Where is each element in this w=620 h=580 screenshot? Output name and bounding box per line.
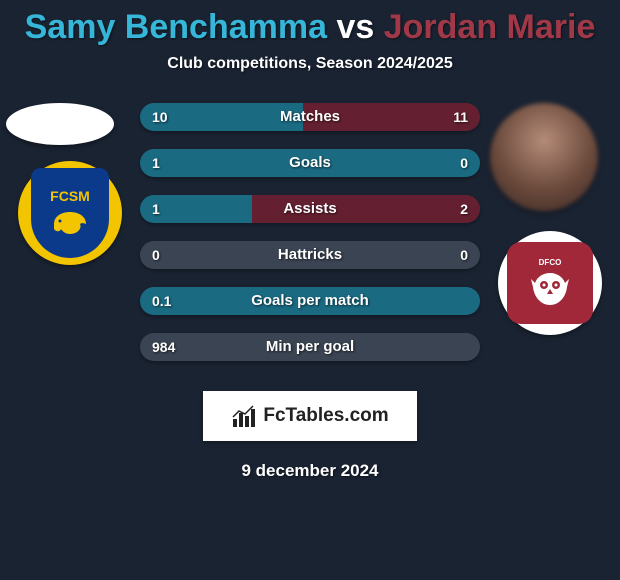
subtitle: Club competitions, Season 2024/2025 <box>0 55 620 73</box>
stat-value-right: 0 <box>460 149 468 177</box>
stat-row: 984Min per goal <box>140 333 480 361</box>
brand-text: FcTables.com <box>263 405 388 427</box>
club-right-text: DFCO <box>539 258 562 267</box>
stat-row: 0Hattricks0 <box>140 241 480 269</box>
stat-rows: 10Matches111Goals01Assists20Hattricks00.… <box>140 103 480 379</box>
stat-row: 1Assists2 <box>140 195 480 223</box>
player1-club-badge: FCSM <box>18 161 122 265</box>
player1-avatar <box>6 103 114 145</box>
lion-icon <box>48 208 92 238</box>
player1-name: Samy Benchamma <box>25 8 327 46</box>
comparison-area: FCSM DFCO 10Matches111Goals01Assists20Ha… <box>0 103 620 383</box>
stat-label: Min per goal <box>140 333 480 361</box>
player2-avatar <box>490 103 598 211</box>
vs-text: vs <box>336 8 374 46</box>
player2-club-badge: DFCO <box>498 231 602 335</box>
brand-box: FcTables.com <box>203 391 417 441</box>
stat-label: Hattricks <box>140 241 480 269</box>
club-badge-dfco: DFCO <box>507 242 593 324</box>
stat-label: Matches <box>140 103 480 131</box>
stat-value-right: 0 <box>460 241 468 269</box>
chart-icon <box>231 403 257 429</box>
stat-value-right: 2 <box>460 195 468 223</box>
stat-label: Goals per match <box>140 287 480 315</box>
stat-value-right: 11 <box>453 103 468 131</box>
player2-name: Jordan Marie <box>384 8 596 46</box>
stat-row: 0.1Goals per match <box>140 287 480 315</box>
stat-row: 1Goals0 <box>140 149 480 177</box>
date-text: 9 december 2024 <box>0 461 620 481</box>
stat-label: Goals <box>140 149 480 177</box>
comparison-title: Samy Benchamma vs Jordan Marie <box>0 0 620 47</box>
owl-icon <box>529 269 571 309</box>
stat-row: 10Matches11 <box>140 103 480 131</box>
club-left-text: FCSM <box>50 188 90 204</box>
stat-label: Assists <box>140 195 480 223</box>
club-badge-fcsm: FCSM <box>31 168 109 258</box>
